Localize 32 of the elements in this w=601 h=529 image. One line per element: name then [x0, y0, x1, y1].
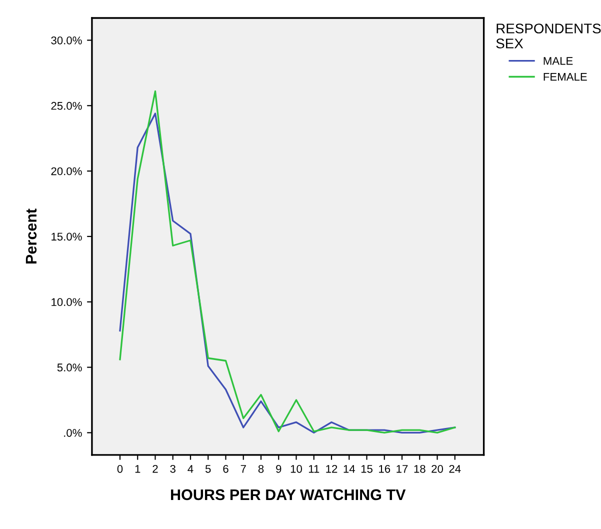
x-tick-label: 11: [308, 465, 320, 473]
x-tick-label: 7: [240, 465, 246, 473]
legend-label: FEMALE: [544, 73, 587, 81]
y-tick-label: 20.0%: [51, 167, 82, 176]
y-tick-label: 5.0%: [57, 364, 82, 372]
y-tick-label: 25.0%: [51, 102, 82, 110]
y-axis-title: Percent: [26, 208, 37, 264]
x-tick-label: 14: [344, 465, 355, 473]
x-tick-label: 6: [223, 464, 228, 473]
x-tick-label: 24: [449, 464, 461, 473]
x-tick-label: 15: [361, 465, 372, 473]
x-axis-title: HOURS PER DAY WATCHING TV: [171, 489, 406, 500]
x-tick-label: 20: [432, 464, 444, 473]
y-tick-label: 30.0%: [51, 36, 82, 44]
x-tick-label: 0: [117, 464, 123, 473]
x-tick-label: 17: [396, 465, 408, 473]
x-tick-label: 4: [188, 465, 194, 473]
x-tick-label: 3: [170, 464, 176, 473]
x-tick-label: 16: [379, 464, 390, 473]
legend-label: MALE: [544, 57, 573, 65]
x-tick-label: 12: [326, 464, 338, 473]
y-tick-label: .0%: [64, 428, 82, 437]
legend-title: RESPONDENTS SEX: [496, 24, 601, 48]
y-tick-label: 15.0%: [52, 232, 82, 241]
x-tick-label: 9: [276, 464, 282, 473]
x-tick-label: 1: [135, 465, 140, 473]
x-tick-label: 2: [152, 464, 158, 473]
y-tick-label: 10.0%: [52, 298, 82, 306]
x-tick-label: 8: [258, 464, 264, 473]
x-tick-label: 10: [290, 464, 302, 473]
x-tick-label: 5: [205, 465, 211, 473]
x-tick-label: 18: [414, 464, 426, 473]
